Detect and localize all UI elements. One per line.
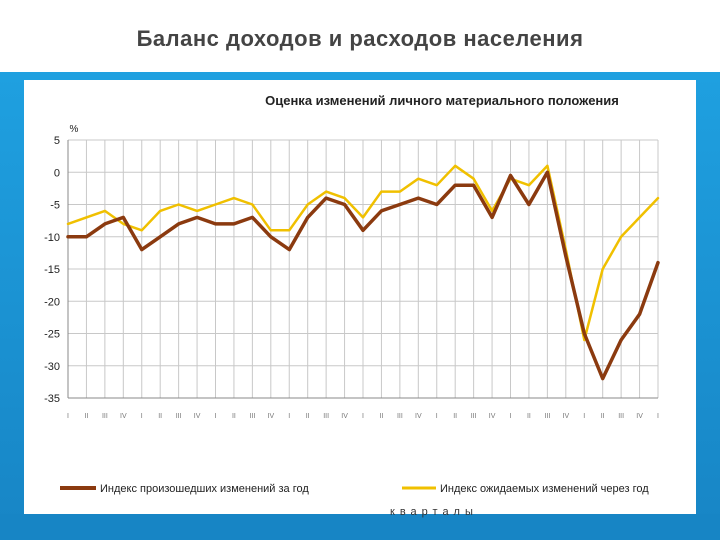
series-lines bbox=[66, 164, 660, 381]
x-tick-label: I bbox=[215, 413, 217, 420]
y-tick-label: 0 bbox=[54, 167, 60, 179]
x-tick-label: III bbox=[544, 413, 550, 420]
y-tick-label: -10 bbox=[44, 232, 60, 244]
x-tick-label: I bbox=[362, 413, 364, 420]
x-tick-label: I bbox=[510, 413, 512, 420]
x-tick-label: II bbox=[306, 413, 310, 420]
x-tick-label: I bbox=[657, 413, 659, 420]
x-tick-label: II bbox=[232, 413, 236, 420]
x-tick-label: III bbox=[249, 413, 255, 420]
y-tick-label: -30 bbox=[44, 361, 60, 373]
x-tick-label: II bbox=[527, 413, 531, 420]
x-tick-label: II bbox=[158, 413, 162, 420]
x-tick-label: II bbox=[379, 413, 383, 420]
accent-bar-bottom bbox=[0, 514, 720, 540]
y-tick-label: -20 bbox=[44, 296, 60, 308]
x-tick-label: III bbox=[176, 413, 182, 420]
y-tick-label: -5 bbox=[50, 200, 60, 212]
x-tick-label: IV bbox=[120, 413, 127, 420]
grid bbox=[67, 139, 659, 399]
chart-panel: Оценка изменений личного материального п… bbox=[24, 80, 696, 514]
accent-bar-right bbox=[696, 72, 720, 540]
x-tick-label: IV bbox=[563, 413, 570, 420]
x-tick-label: III bbox=[102, 413, 108, 420]
y-axis-ticks: 5 0 -5 -10 -15 -20 -25 -30 -35 bbox=[44, 135, 60, 405]
x-tick-label: IV bbox=[489, 413, 496, 420]
slide-title: Баланс доходов и расходов населения bbox=[136, 26, 584, 51]
x-tick-label: IV bbox=[194, 413, 201, 420]
line-chart: Оценка изменений личного материального п… bbox=[44, 93, 660, 495]
x-tick-label: IV bbox=[268, 413, 275, 420]
y-tick-label: 5 bbox=[54, 135, 60, 147]
x-tick-label: III bbox=[397, 413, 403, 420]
series-line-actual bbox=[66, 170, 660, 381]
legend-label-expected: Индекс ожидаемых изменений через год bbox=[440, 483, 649, 495]
x-tick-label: III bbox=[471, 413, 477, 420]
x-tick-label: IV bbox=[415, 413, 422, 420]
x-tick-label: I bbox=[288, 413, 290, 420]
y-tick-label: -15 bbox=[44, 264, 60, 276]
x-tick-label: II bbox=[601, 413, 605, 420]
accent-bar-left bbox=[0, 72, 24, 540]
x-tick-label: III bbox=[618, 413, 624, 420]
y-axis-unit: % bbox=[70, 124, 79, 135]
x-axis-label: кварталы bbox=[390, 506, 478, 518]
legend: Индекс произошедших изменений за год Инде… bbox=[60, 483, 649, 495]
x-tick-label: I bbox=[67, 413, 69, 420]
x-axis-ticks: I II III IV I II III IV I II III IV I II III IV I II III IV… bbox=[67, 413, 659, 420]
x-tick-label: II bbox=[453, 413, 457, 420]
x-tick-label: IV bbox=[636, 413, 643, 420]
x-tick-label: IV bbox=[341, 413, 348, 420]
chart-title: Оценка изменений личного материального п… bbox=[265, 93, 619, 108]
x-tick-label: II bbox=[84, 413, 88, 420]
x-tick-label: III bbox=[323, 413, 329, 420]
x-tick-label: I bbox=[583, 413, 585, 420]
x-tick-label: I bbox=[436, 413, 438, 420]
legend-label-actual: Индекс произошедших изменений за год bbox=[100, 483, 309, 495]
accent-bar-top bbox=[0, 72, 720, 80]
y-tick-label: -35 bbox=[44, 393, 60, 405]
y-tick-label: -25 bbox=[44, 329, 60, 341]
x-tick-label: I bbox=[141, 413, 143, 420]
